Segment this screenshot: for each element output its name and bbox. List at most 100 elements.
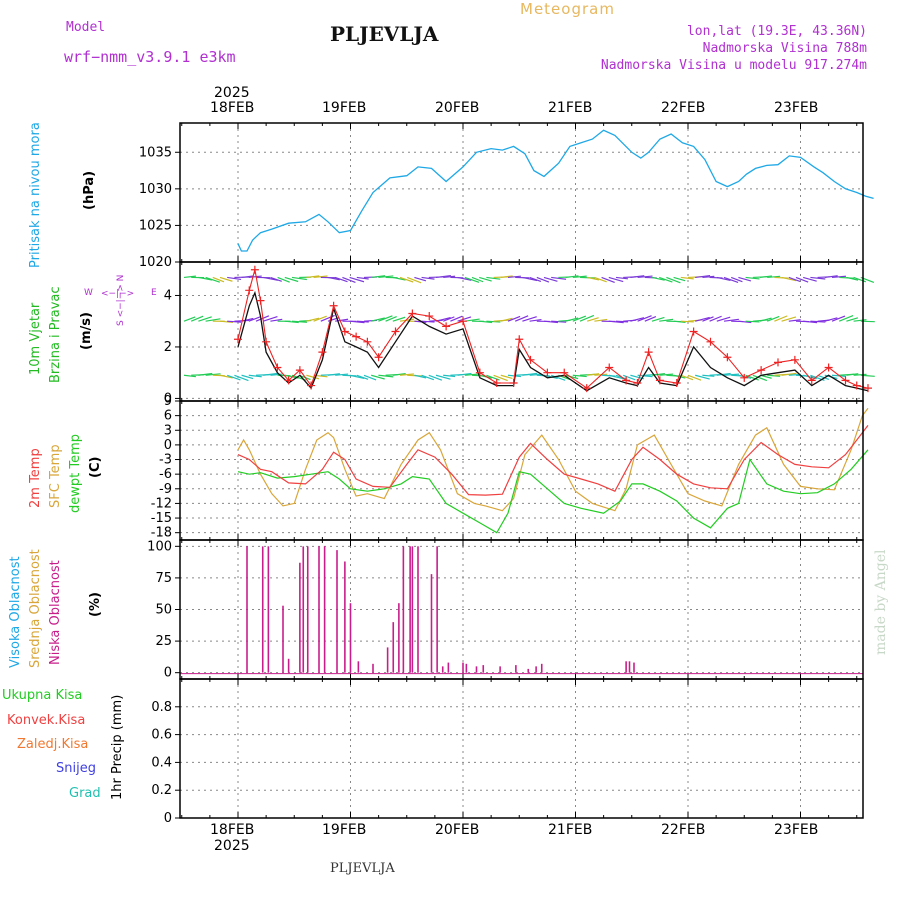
wind-gust-marker bbox=[475, 368, 484, 377]
wind-gust-marker bbox=[807, 376, 816, 385]
wind-barb bbox=[335, 276, 348, 283]
y-tick-label: 1035 bbox=[139, 145, 172, 160]
wind-gust-marker bbox=[363, 337, 372, 346]
wind-barb bbox=[838, 314, 854, 322]
y-tick-label: 3 bbox=[164, 423, 172, 438]
wind-barb bbox=[846, 317, 859, 322]
wind-barb bbox=[306, 275, 320, 279]
wind-barb bbox=[457, 372, 472, 376]
wind-gust-marker bbox=[509, 378, 518, 387]
wind-barb bbox=[709, 315, 722, 322]
wind-barb bbox=[450, 315, 463, 322]
y-tick-label: -9 bbox=[159, 482, 172, 497]
wind-barb bbox=[673, 320, 686, 323]
wind-barb bbox=[212, 276, 225, 283]
wind-barb bbox=[363, 374, 377, 381]
day-top-5: 23FEB bbox=[774, 100, 819, 116]
pressure-line bbox=[237, 129, 874, 252]
wind-barb bbox=[457, 316, 472, 322]
wind-barb bbox=[651, 316, 665, 322]
wind-gust-marker bbox=[655, 376, 664, 385]
wind-gust-marker bbox=[633, 378, 642, 387]
wind-barb bbox=[680, 374, 694, 381]
wind-barb bbox=[781, 372, 797, 376]
wind-barb bbox=[543, 276, 558, 282]
y-tick-label: 0 bbox=[164, 666, 172, 681]
wind-barb bbox=[543, 320, 558, 324]
dewpt-temp-line bbox=[237, 449, 869, 534]
wind-barb bbox=[486, 276, 501, 280]
wind-barb bbox=[183, 374, 196, 378]
wind-barb bbox=[263, 315, 278, 322]
wind-barb bbox=[803, 276, 817, 282]
wind-barb bbox=[378, 315, 393, 322]
day-bottom-0: 18FEB bbox=[210, 822, 255, 838]
wind-barb bbox=[198, 316, 212, 322]
wind-barb bbox=[378, 275, 394, 279]
wind-barb bbox=[205, 318, 221, 322]
wind-barb bbox=[371, 374, 385, 380]
y-tick-label: 0 bbox=[164, 438, 172, 453]
wind-barb bbox=[248, 316, 262, 322]
y-tick-label: 1020 bbox=[139, 255, 172, 270]
t2m-temp-line bbox=[237, 425, 869, 496]
day-bottom-4: 22FEB bbox=[661, 822, 706, 838]
wind-barb bbox=[500, 275, 513, 279]
wind-gust-marker bbox=[250, 265, 259, 274]
wind-gust-marker bbox=[340, 327, 349, 336]
wind-gust-marker bbox=[234, 335, 242, 344]
wind-barb bbox=[356, 374, 369, 380]
y-tick-label: 0.6 bbox=[151, 728, 172, 743]
wind-barb bbox=[464, 373, 480, 376]
wind-barb bbox=[608, 276, 624, 283]
wind-gust-marker bbox=[605, 363, 614, 372]
wind-barb bbox=[788, 319, 801, 322]
wind-barb bbox=[522, 316, 537, 322]
wind-gust-marker bbox=[374, 353, 383, 362]
wind-barb bbox=[565, 317, 579, 322]
precip-conv-label: Konvek.Kisa bbox=[7, 713, 86, 728]
wind-barb bbox=[767, 374, 781, 377]
y-tick-label: 2 bbox=[164, 340, 172, 355]
wind-gust-marker bbox=[740, 373, 749, 382]
wind-barb bbox=[306, 317, 320, 322]
wind-barb bbox=[514, 315, 529, 322]
y-tick-label: 25 bbox=[155, 634, 172, 649]
wind-barb bbox=[659, 373, 674, 376]
wind-barb bbox=[529, 276, 542, 282]
wind-barb bbox=[766, 315, 780, 322]
wind-barb bbox=[263, 372, 279, 376]
wind-barb bbox=[392, 316, 406, 322]
wind-compass-bar: <−|−> bbox=[101, 289, 135, 299]
day-bottom-1: 19FEB bbox=[322, 822, 367, 838]
wind-gust-marker bbox=[408, 309, 417, 318]
wind-barb bbox=[723, 276, 739, 284]
wind-barb bbox=[205, 373, 221, 376]
wind-barb bbox=[637, 315, 652, 322]
wind-barb bbox=[241, 275, 254, 279]
wind-gust-marker bbox=[543, 368, 552, 377]
wind-barb bbox=[443, 374, 456, 378]
wind-barb bbox=[587, 317, 599, 322]
wind-barb bbox=[622, 374, 636, 381]
wind-barb bbox=[745, 320, 760, 323]
wind-barb bbox=[198, 276, 213, 281]
y-tick-label: 6 bbox=[164, 409, 172, 424]
wind-barb bbox=[587, 373, 600, 376]
wind-barb bbox=[831, 275, 846, 279]
wind-barb bbox=[680, 276, 694, 280]
wind-barb bbox=[680, 320, 694, 323]
wind-gust-line bbox=[237, 269, 869, 389]
wind-barb bbox=[435, 317, 451, 322]
wind-gust-marker bbox=[515, 335, 524, 344]
wind-barb bbox=[795, 276, 809, 283]
wind-barb bbox=[810, 276, 826, 280]
wind-barb bbox=[529, 318, 542, 322]
day-top-1: 19FEB bbox=[322, 100, 367, 116]
wind-barb bbox=[608, 320, 624, 324]
wind-barb bbox=[414, 374, 427, 379]
day-top-3: 21FEB bbox=[548, 100, 593, 116]
wind-gust-marker bbox=[582, 384, 591, 393]
panel-frame bbox=[179, 678, 864, 819]
wind-barb bbox=[356, 276, 369, 280]
